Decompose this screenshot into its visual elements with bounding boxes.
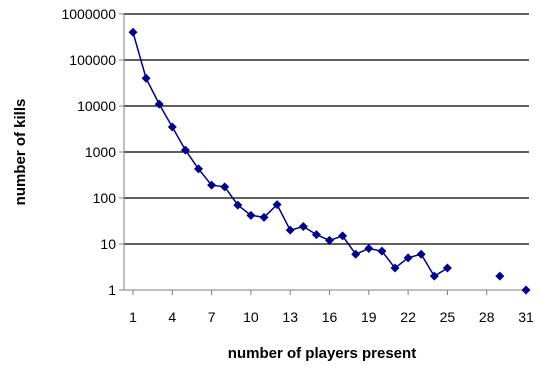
data-point [403, 253, 413, 263]
y-axis-title: number of kills [12, 99, 29, 206]
data-point [154, 99, 164, 109]
x-tick-label: 16 [322, 309, 338, 325]
data-point [194, 164, 203, 174]
data-point [377, 246, 387, 256]
y-tick-label: 1000 [85, 144, 116, 160]
x-tick-labels: 1 4 7 10 13 16 19 22 25 28 31 [129, 309, 534, 325]
x-axis-title: number of players present [228, 345, 416, 362]
data-point [272, 200, 282, 210]
data-point [233, 200, 243, 210]
x-tick-label: 19 [361, 309, 377, 325]
y-tick-label: 100000 [69, 52, 116, 68]
y-tick-label: 10000 [77, 98, 116, 114]
data-point [416, 249, 426, 259]
x-tick-label: 31 [518, 309, 534, 325]
data-point [141, 73, 151, 83]
data-point [180, 145, 190, 155]
series [128, 27, 531, 295]
data-point [246, 210, 256, 220]
data-point [220, 182, 230, 192]
data-point [390, 263, 400, 273]
data-point [128, 27, 138, 37]
x-tick-label: 1 [129, 309, 137, 325]
x-tick-label: 7 [208, 309, 216, 325]
data-point [311, 230, 321, 240]
data-point [364, 243, 374, 253]
y-tick-label: 1 [108, 282, 116, 298]
data-point [429, 271, 439, 281]
y-tick-label: 10 [100, 236, 116, 252]
data-point [521, 285, 531, 295]
x-tick-label: 4 [168, 309, 176, 325]
x-tick-label: 22 [400, 309, 416, 325]
data-point [495, 271, 505, 281]
x-tick-label: 28 [479, 309, 495, 325]
data-point [338, 231, 348, 241]
gridlines [124, 13, 529, 245]
y-tick-label: 1000000 [61, 6, 116, 22]
data-point [207, 180, 217, 190]
data-point [325, 235, 334, 245]
y-tick-label: 100 [93, 190, 117, 206]
x-tick-label: 13 [282, 309, 298, 325]
data-point [351, 249, 361, 259]
x-tick-label: 10 [243, 309, 259, 325]
series-line [132, 32, 448, 278]
y-tick-labels: 1 10 100 1000 10000 100000 1000000 [61, 6, 116, 298]
data-point [298, 222, 308, 232]
x-tick-marks [132, 290, 527, 295]
data-point [285, 225, 295, 235]
data-point [259, 212, 269, 222]
x-tick-label: 25 [440, 309, 456, 325]
data-point [442, 263, 452, 273]
y-tick-marks [119, 13, 124, 291]
data-point [167, 122, 177, 132]
